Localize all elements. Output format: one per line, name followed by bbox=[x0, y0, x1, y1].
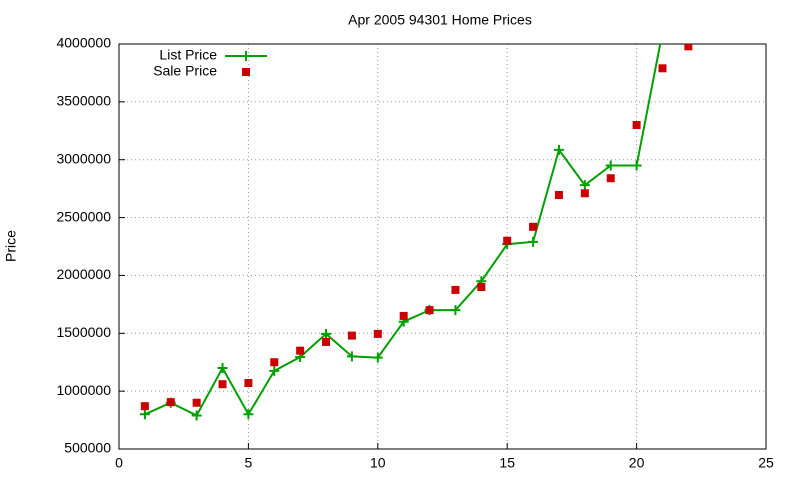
marker bbox=[477, 283, 486, 291]
marker bbox=[347, 331, 356, 340]
marker bbox=[553, 144, 564, 155]
marker bbox=[372, 352, 383, 363]
x-tick-label: 0 bbox=[115, 455, 123, 471]
x-tick-label: 25 bbox=[758, 455, 774, 471]
marker bbox=[554, 191, 563, 200]
marker bbox=[270, 358, 279, 367]
y-tick-label: 4000000 bbox=[56, 35, 111, 51]
legend-marker bbox=[242, 68, 250, 76]
y-axis-label: Price bbox=[3, 230, 19, 262]
x-tick-label: 10 bbox=[370, 455, 386, 471]
chart-title: Apr 2005 94301 Home Prices bbox=[348, 12, 532, 28]
marker bbox=[166, 398, 175, 407]
y-tick-label: 3000000 bbox=[56, 150, 111, 166]
x-tick-label: 20 bbox=[629, 455, 645, 471]
marker bbox=[321, 328, 332, 339]
marker bbox=[684, 44, 693, 51]
marker bbox=[580, 189, 589, 198]
marker bbox=[631, 160, 642, 171]
marker bbox=[296, 346, 305, 355]
marker bbox=[139, 409, 150, 420]
marker bbox=[606, 174, 615, 183]
marker bbox=[218, 380, 227, 389]
marker bbox=[373, 329, 382, 338]
marker bbox=[243, 409, 254, 420]
marker bbox=[244, 379, 253, 388]
y-tick-label: 500000 bbox=[64, 440, 111, 456]
marker bbox=[632, 121, 641, 129]
marker bbox=[579, 180, 590, 191]
x-tick-label: 15 bbox=[499, 455, 515, 471]
marker bbox=[451, 285, 460, 294]
marker bbox=[399, 311, 408, 320]
marker bbox=[192, 398, 201, 407]
series-line bbox=[144, 44, 662, 417]
marker bbox=[346, 351, 357, 362]
x-tick-label: 5 bbox=[245, 455, 253, 471]
legend-label: Sale Price bbox=[153, 63, 217, 79]
legend-marker bbox=[241, 51, 251, 61]
marker bbox=[140, 402, 149, 411]
marker bbox=[425, 306, 434, 315]
y-tick-label: 3500000 bbox=[56, 93, 111, 109]
legend-label: List Price bbox=[159, 47, 217, 63]
marker bbox=[503, 236, 512, 245]
marker bbox=[269, 365, 280, 376]
marker bbox=[528, 236, 539, 247]
y-tick-label: 1000000 bbox=[56, 382, 111, 398]
marker bbox=[657, 27, 667, 37]
grid bbox=[119, 44, 766, 449]
marker bbox=[450, 305, 461, 316]
y-tick-label: 2500000 bbox=[56, 208, 111, 224]
marker bbox=[191, 410, 202, 421]
y-tick-label: 1500000 bbox=[56, 324, 111, 340]
marker bbox=[217, 363, 228, 373]
marker bbox=[322, 337, 331, 346]
marker bbox=[529, 222, 538, 231]
plot-frame bbox=[118, 43, 767, 450]
y-tick-label: 2000000 bbox=[56, 266, 111, 282]
marker bbox=[605, 160, 616, 171]
marker bbox=[658, 64, 667, 73]
plot-area bbox=[139, 16, 693, 421]
marker bbox=[683, 16, 693, 26]
